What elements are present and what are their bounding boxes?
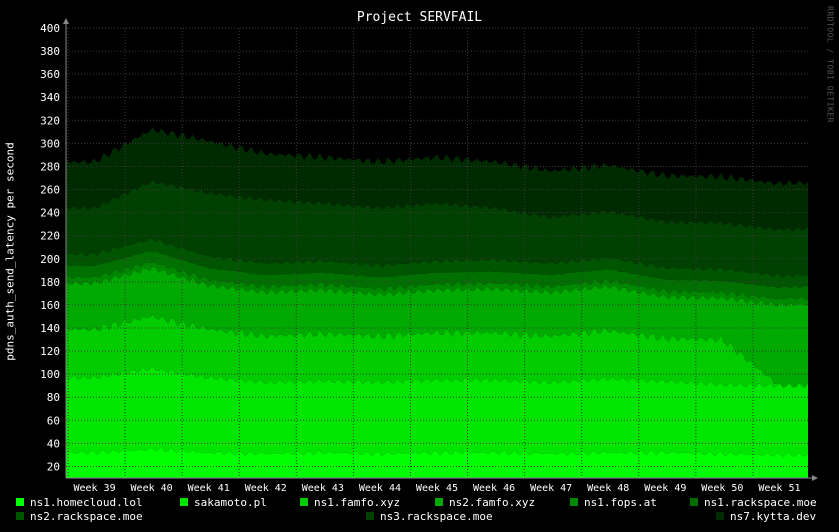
y-tick-label: 340 <box>40 91 60 104</box>
x-tick-label: Week 41 <box>188 483 230 494</box>
legend-label: ns7.kytta.dev <box>730 510 817 523</box>
watermark: RRDTOOL / TOBI OETIKER <box>825 6 835 123</box>
legend-label: ns1.fops.at <box>584 496 657 509</box>
y-tick-label: 60 <box>47 414 60 427</box>
legend-item: ns2.famfo.xyz <box>435 496 535 510</box>
series-area-ns1.fops.at <box>66 262 808 307</box>
y-tick-label: 220 <box>40 230 60 243</box>
x-tick-label: Week 40 <box>131 483 173 494</box>
legend-swatch <box>180 498 188 506</box>
series-area-ns3.rackspace.moe <box>66 179 808 278</box>
series-area-ns7.kytta.dev <box>66 127 808 232</box>
x-tick-label: Week 43 <box>302 483 344 494</box>
y-tick-label: 80 <box>47 391 60 404</box>
legend-item: ns2.rackspace.moe <box>16 510 143 524</box>
x-tick-label: Week 42 <box>245 483 287 494</box>
legend-label: ns2.famfo.xyz <box>449 496 536 509</box>
legend-swatch <box>16 512 24 520</box>
x-tick-label: Week 45 <box>416 483 458 494</box>
y-tick-label: 20 <box>47 460 60 473</box>
series-area-ns2.rackspace.moe <box>66 238 808 288</box>
series-area-ns1.homecloud.lol <box>66 447 808 478</box>
y-tick-label: 120 <box>40 345 60 358</box>
x-tick-label: Week 46 <box>473 483 515 494</box>
x-tick-label: Week 39 <box>73 483 115 494</box>
legend-swatch <box>366 512 374 520</box>
legend-label: ns1.homecloud.lol <box>30 496 143 509</box>
y-axis-arrow <box>63 18 69 24</box>
legend-item: ns3.rackspace.moe <box>366 510 493 524</box>
legend-item: ns1.rackspace.moe <box>690 496 817 510</box>
x-axis-arrow <box>812 475 818 481</box>
y-tick-label: 240 <box>40 207 60 220</box>
y-tick-label: 280 <box>40 160 60 173</box>
legend-item: sakamoto.pl <box>180 496 267 510</box>
legend-label: ns1.famfo.xyz <box>314 496 401 509</box>
legend-swatch <box>300 498 308 506</box>
y-axis-label: pdns_auth_send_latency per second <box>3 142 17 361</box>
legend-label: sakamoto.pl <box>194 496 267 509</box>
chart-title: Project SERVFAIL <box>356 10 483 25</box>
series-area-ns1.rackspace.moe <box>66 251 808 300</box>
series-area-ns1.famfo.xyz <box>66 314 808 388</box>
legend-swatch <box>690 498 698 506</box>
legend-label: ns3.rackspace.moe <box>380 510 493 523</box>
legend-item: ns1.fops.at <box>570 496 657 510</box>
x-tick-label: Week 48 <box>587 483 629 494</box>
x-tick-label: Week 51 <box>758 483 800 494</box>
y-tick-label: 140 <box>40 322 60 335</box>
y-tick-label: 200 <box>40 253 60 266</box>
legend-swatch <box>570 498 578 506</box>
legend-swatch <box>435 498 443 506</box>
y-tick-label: 300 <box>40 137 60 150</box>
y-tick-label: 160 <box>40 299 60 312</box>
x-tick-label: Week 47 <box>530 483 572 494</box>
legend-swatch <box>716 512 724 520</box>
y-tick-label: 400 <box>40 22 60 35</box>
x-tick-label: Week 44 <box>359 483 401 494</box>
series-area-ns2.famfo.xyz <box>66 266 808 388</box>
legend-swatch <box>16 498 24 506</box>
legend-item: ns7.kytta.dev <box>716 510 816 524</box>
x-tick-label: Week 50 <box>701 483 743 494</box>
y-tick-label: 380 <box>40 45 60 58</box>
legend-label: ns1.rackspace.moe <box>704 496 817 509</box>
y-tick-label: 360 <box>40 68 60 81</box>
y-tick-label: 40 <box>47 437 60 450</box>
legend-item: ns1.famfo.xyz <box>300 496 400 510</box>
x-tick-label: Week 49 <box>644 483 686 494</box>
y-tick-label: 180 <box>40 276 60 289</box>
legend-label: ns2.rackspace.moe <box>30 510 143 523</box>
y-tick-label: 320 <box>40 114 60 127</box>
y-tick-label: 260 <box>40 184 60 197</box>
legend-item: ns1.homecloud.lol <box>16 496 143 510</box>
y-tick-label: 100 <box>40 368 60 381</box>
series-area-sakamoto.pl <box>66 366 808 458</box>
